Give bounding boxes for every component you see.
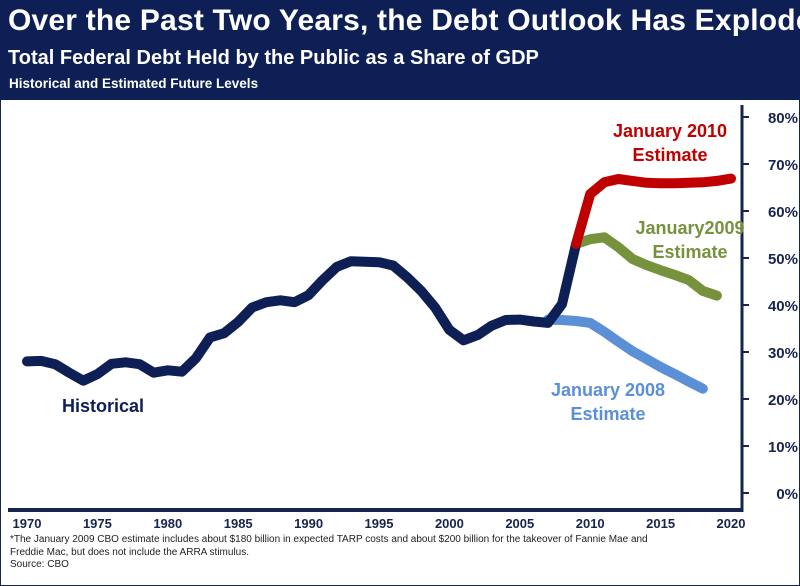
series-label-2: January2009	[635, 218, 744, 238]
footnote-source: Source: CBO	[10, 559, 69, 570]
series-label-0: Historical	[62, 396, 144, 416]
x-tick-label: 2005	[505, 516, 534, 531]
x-tick-label: 1970	[13, 516, 42, 531]
y-tick-label: 50%	[768, 251, 798, 268]
series-line-2	[571, 232, 722, 301]
series-label-1: January 2010	[613, 121, 727, 141]
x-tick-label: 1990	[294, 516, 323, 531]
y-tick-label: 60%	[768, 204, 798, 221]
footnote: *The January 2009 CBO estimate includes …	[10, 534, 770, 572]
x-tick-label: 2000	[435, 516, 464, 531]
y-tick-label: 10%	[768, 439, 798, 456]
y-tick-label: 30%	[768, 345, 798, 362]
y-tick-label: 80%	[768, 110, 798, 127]
series-label-1: Estimate	[632, 145, 707, 165]
footnote-line-2: Freddie Mac, but does not include the AR…	[10, 546, 250, 558]
series-label-3: January 2008	[551, 380, 665, 400]
header-banner: Over the Past Two Years, the Debt Outloo…	[0, 0, 800, 100]
x-tick-label: 2020	[717, 516, 746, 531]
x-tick-label: 1980	[153, 516, 182, 531]
y-tick-label: 0%	[776, 486, 798, 503]
y-tick-label: 40%	[768, 298, 798, 315]
x-tick-label: 1975	[83, 516, 112, 531]
y-tick-label: 70%	[768, 157, 798, 174]
chart-subtitle: Total Federal Debt Held by the Public as…	[8, 47, 539, 69]
footnote-line-1: *The January 2009 CBO estimate includes …	[10, 534, 648, 545]
x-tick-label: 2010	[576, 516, 605, 531]
chart-subtitle-secondary: Historical and Estimated Future Levels	[9, 76, 259, 91]
y-tick-label: 20%	[768, 392, 798, 409]
series-label-2: Estimate	[652, 242, 727, 262]
series-label-3: Estimate	[570, 404, 645, 424]
series-line-0	[22, 238, 582, 386]
x-tick-label: 1995	[365, 516, 394, 531]
series-line-1	[571, 173, 736, 249]
series-line-3	[543, 314, 708, 394]
x-tick-label: 1985	[224, 516, 253, 531]
chart-title: Over the Past Two Years, the Debt Outloo…	[8, 4, 800, 37]
x-tick-label: 2015	[646, 516, 675, 531]
